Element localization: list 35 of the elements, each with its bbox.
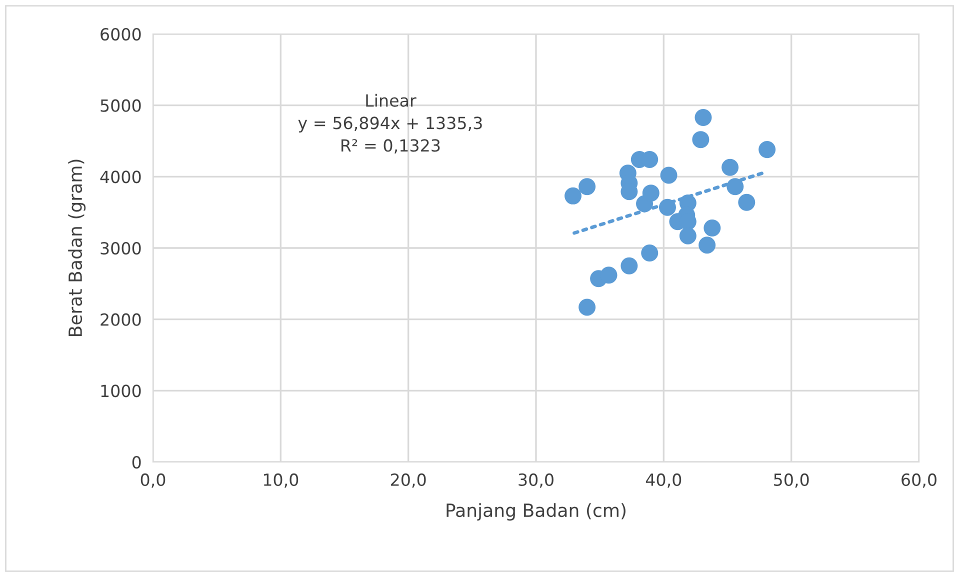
point (600, 266, 618, 284)
y-tick-label: 2000 (100, 313, 141, 326)
y-tick-label: 6000 (100, 28, 141, 41)
y-axis-title: Berat Badan (gram) (68, 160, 86, 336)
point (726, 178, 744, 196)
point (698, 236, 716, 254)
y-tick-label: 0 (132, 456, 141, 469)
point (620, 257, 638, 274)
y-tick-label: 4000 (100, 170, 141, 184)
point (658, 198, 676, 216)
x-tick-label: 60,0 (902, 473, 936, 488)
point (660, 166, 678, 184)
x-tick-label: 10,0 (264, 473, 298, 488)
point (694, 108, 712, 126)
point (642, 184, 660, 202)
x-tick-label: 0,0 (140, 473, 166, 488)
point (679, 227, 696, 244)
x-axis-title: Panjang Badan (cm) (446, 503, 626, 521)
x-tick-label: 50,0 (774, 473, 809, 488)
x-tick-label: 20,0 (391, 473, 426, 488)
y-tick-label: 1000 (101, 384, 141, 398)
point (692, 131, 710, 148)
point (578, 178, 596, 196)
point (738, 194, 756, 211)
point (578, 298, 596, 316)
y-tick-label: 5000 (100, 99, 141, 112)
x-tick-label: 30,0 (518, 473, 554, 488)
y-tick-label: 3000 (100, 242, 141, 255)
point (704, 220, 721, 237)
point (641, 244, 658, 262)
x-tick-label: 40,0 (646, 473, 682, 488)
point (564, 187, 582, 204)
annotation: Linear y = 56,894x + 1335,3 R² = 0,1323 (298, 94, 482, 154)
point (722, 158, 739, 176)
point (758, 141, 776, 158)
